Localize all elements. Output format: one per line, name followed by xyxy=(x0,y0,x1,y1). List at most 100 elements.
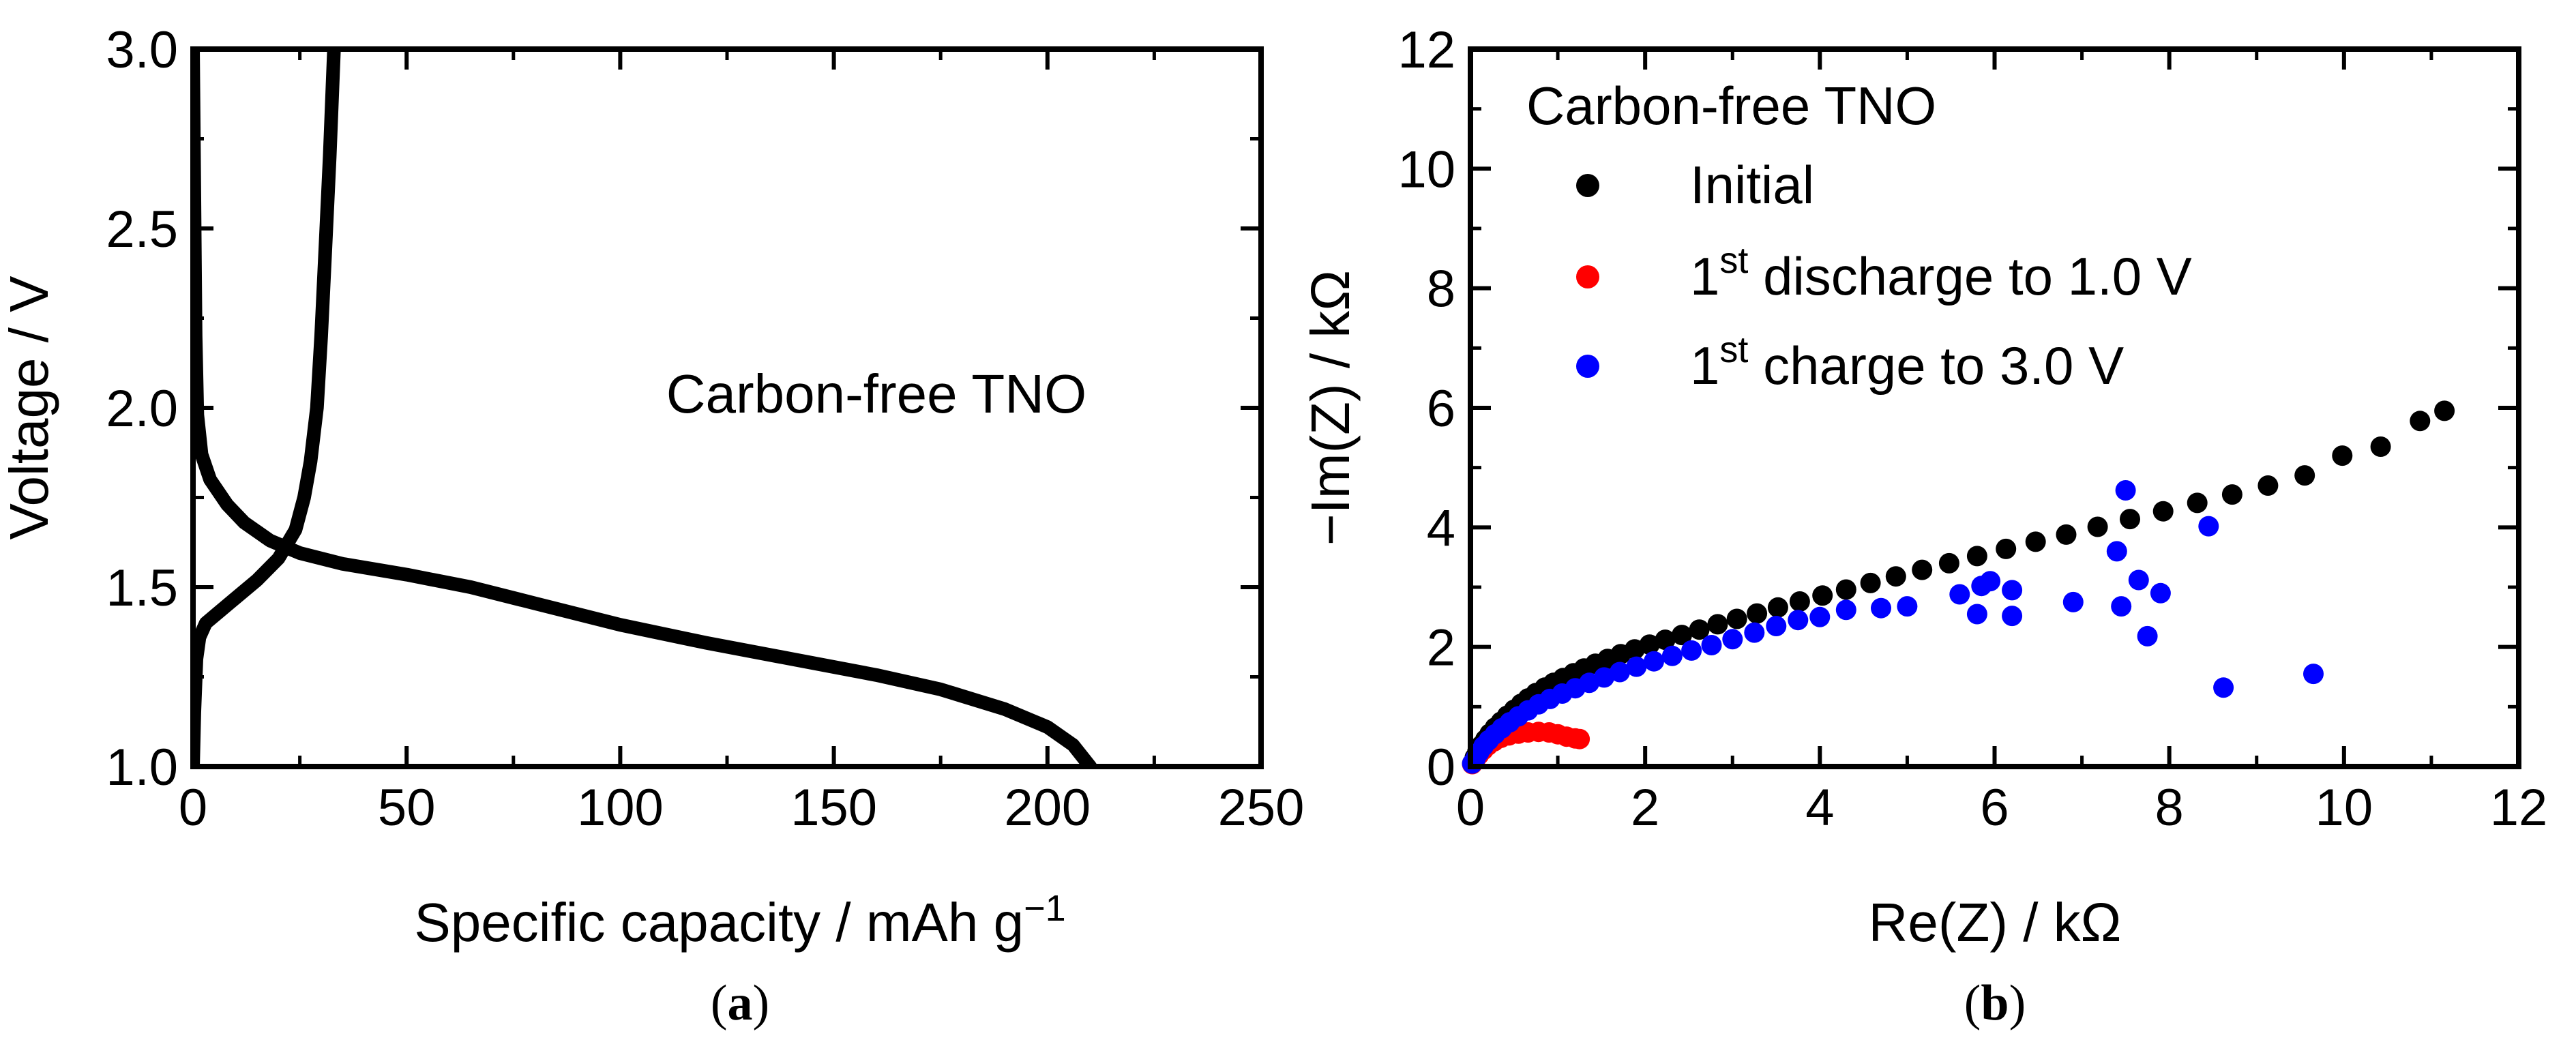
data-point xyxy=(2332,445,2353,466)
legend-entry-initial: Initial xyxy=(1690,155,1814,215)
data-point xyxy=(1655,629,1676,651)
data-point xyxy=(1610,662,1630,683)
panel-a-ticks xyxy=(191,47,1263,769)
b-x-tick-label: 2 xyxy=(1631,779,1659,837)
data-point xyxy=(1938,552,1959,574)
panel-b-legend-title: Carbon-free TNO xyxy=(1526,76,1936,136)
panel-b-y-axis-label: −Im(Z) / kΩ xyxy=(1300,270,1361,546)
panel-a-series xyxy=(193,49,1097,767)
panel-a-x-axis-label-superscript: −1 xyxy=(1024,888,1066,929)
b-x-tick-label: 12 xyxy=(2490,779,2548,837)
data-point xyxy=(2198,516,2219,537)
b-y-tick-label: 2 xyxy=(1427,619,1455,677)
a-x-tick-label: 50 xyxy=(378,779,436,837)
panel-a-caption: (a) xyxy=(711,975,769,1031)
data-point xyxy=(1569,728,1590,749)
data-point xyxy=(1788,610,1809,631)
a-y-tick-label: 1.5 xyxy=(106,559,178,617)
data-point xyxy=(1812,585,1833,606)
a-y-tick-label: 3.0 xyxy=(106,21,178,79)
data-point xyxy=(1644,651,1664,672)
data-point xyxy=(1639,634,1660,655)
data-point xyxy=(2002,580,2023,601)
data-point xyxy=(2152,501,2174,522)
data-point xyxy=(1835,599,1856,621)
legend-marker-initial xyxy=(1576,174,1599,197)
legend-entry-discharge-text: discharge to 1.0 V xyxy=(1748,246,2191,306)
panel-b-caption-letter: b xyxy=(1981,975,2009,1031)
line-discharge xyxy=(193,49,1097,767)
panel-a-x-axis-label: Specific capacity / mAh g−1 xyxy=(414,888,1065,953)
legend-entry-discharge-superscript: st xyxy=(1719,240,1748,281)
data-point xyxy=(2213,677,2234,698)
data-point xyxy=(1672,625,1692,646)
data-point xyxy=(2410,411,2431,432)
line-charge xyxy=(193,49,341,767)
b-y-tick-label: 6 xyxy=(1427,380,1455,438)
panel-b-y-tick-labels: 0 2 4 6 8 10 12 xyxy=(1397,21,1455,797)
legend-entry-charge-text: charge to 3.0 V xyxy=(1748,336,2124,396)
data-point xyxy=(2137,625,2158,647)
panel-b-x-axis-label: Re(Z) / kΩ xyxy=(1869,892,2122,953)
data-point xyxy=(2025,531,2046,552)
data-point xyxy=(2056,524,2077,545)
data-point xyxy=(1980,571,2001,592)
data-point xyxy=(1885,566,1906,587)
data-point xyxy=(1789,591,1810,612)
a-x-tick-label: 100 xyxy=(577,779,664,837)
b-x-tick-label: 6 xyxy=(1980,779,2009,837)
a-x-tick-label: 0 xyxy=(179,779,207,837)
data-point xyxy=(1726,608,1747,629)
legend-entry-charge-superscript: st xyxy=(1719,329,1748,370)
panel-b-series xyxy=(1462,400,2455,775)
data-point xyxy=(1747,603,1768,624)
legend-entry-charge: 1st charge to 3.0 V xyxy=(1690,329,2124,396)
data-point xyxy=(1966,546,1987,567)
data-point xyxy=(2303,664,2324,685)
panel-a-y-tick-labels: 1.0 1.5 2.0 2.5 3.0 xyxy=(106,21,178,797)
legend-marker-discharge xyxy=(1576,265,1599,288)
data-point xyxy=(1912,559,1933,580)
b-y-tick-label: 10 xyxy=(1397,140,1455,198)
data-point xyxy=(2434,400,2455,421)
legend-entry-discharge-number: 1 xyxy=(1690,246,1719,306)
legend-marker-charge xyxy=(1576,355,1599,378)
a-x-tick-label: 150 xyxy=(790,779,877,837)
panel-a-x-axis-label-main: Specific capacity / mAh g xyxy=(414,892,1024,953)
b-y-tick-label: 0 xyxy=(1427,739,1455,797)
b-y-tick-label: 12 xyxy=(1397,21,1455,79)
panel-b-x-tick-labels: 0 2 4 6 8 10 12 xyxy=(1456,779,2547,837)
data-point xyxy=(2062,591,2084,612)
a-y-tick-label: 2.0 xyxy=(106,380,178,438)
data-point xyxy=(1767,597,1788,618)
b-y-tick-label: 8 xyxy=(1427,261,1455,318)
data-point xyxy=(2221,484,2242,505)
data-point xyxy=(1897,596,1918,617)
data-point xyxy=(2087,516,2108,537)
a-x-tick-label: 250 xyxy=(1218,779,1305,837)
b-x-tick-label: 8 xyxy=(2155,779,2184,837)
panel-a-caption-letter: a xyxy=(728,975,753,1031)
b-x-tick-label: 0 xyxy=(1456,779,1485,837)
data-point xyxy=(1949,584,1970,605)
data-point xyxy=(1996,538,2017,559)
a-y-tick-label: 2.5 xyxy=(106,200,178,258)
legend-entry-discharge: 1st discharge to 1.0 V xyxy=(1690,240,2192,306)
data-point xyxy=(2187,492,2208,514)
data-point xyxy=(1661,645,1683,666)
data-point xyxy=(1809,606,1831,627)
panel-a-x-tick-labels: 0 50 100 150 200 250 xyxy=(179,779,1305,837)
legend-entry-charge-number: 1 xyxy=(1690,336,1719,396)
data-point xyxy=(1744,622,1765,643)
data-point xyxy=(1701,635,1722,655)
panel-b-legend: Carbon-free TNO Initial 1st discharge to… xyxy=(1526,76,2192,396)
data-point xyxy=(2115,480,2136,501)
data-point xyxy=(2002,606,2023,627)
b-y-tick-label: 4 xyxy=(1427,499,1455,557)
a-x-tick-label: 200 xyxy=(1004,779,1091,837)
panel-b-caption: (b) xyxy=(1964,975,2026,1031)
data-point xyxy=(2150,582,2171,604)
data-point xyxy=(2106,541,2127,562)
data-point xyxy=(1766,616,1787,636)
